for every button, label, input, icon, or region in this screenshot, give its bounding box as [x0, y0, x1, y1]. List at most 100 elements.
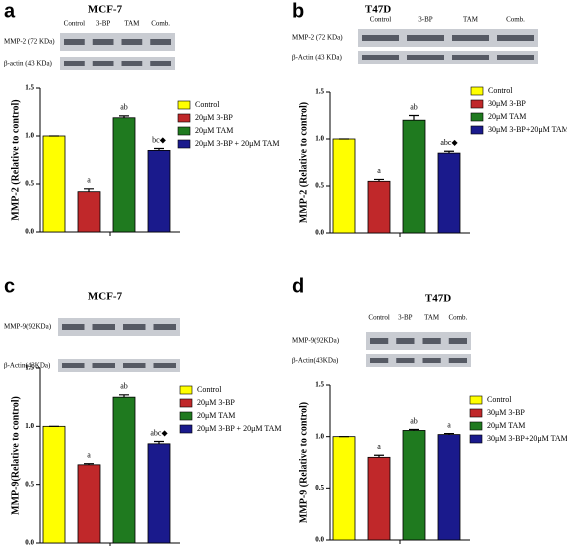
error-bar [154, 440, 164, 444]
panel-letter: a [4, 0, 16, 22]
error-bar [374, 454, 384, 458]
blot-band [370, 338, 389, 344]
panel-letter: b [292, 0, 304, 22]
y-tick-label: 0.0 [25, 539, 34, 546]
legend-swatch [469, 434, 483, 444]
legend-swatch [177, 100, 191, 110]
error-bar [374, 178, 384, 182]
panel-letter: d [292, 275, 304, 297]
lane-label: 3-BP [96, 20, 111, 28]
blot-strip [358, 51, 538, 64]
error-bar [444, 432, 454, 435]
blot-band [92, 39, 114, 45]
y-tick-label: 1.0 [25, 422, 34, 430]
blot-strip [60, 57, 175, 70]
blot-band [121, 61, 143, 66]
y-tick-label: 0.0 [25, 228, 34, 236]
y-tick-label: 0.0 [315, 229, 324, 237]
blot-band [407, 55, 444, 60]
blot-band [123, 324, 146, 330]
bar [147, 443, 171, 544]
blot-band [396, 338, 415, 344]
significance-label: ab [410, 102, 418, 111]
blot-band [153, 363, 176, 368]
blot-band [362, 35, 399, 41]
legend-label: 20μM 3-BP [195, 113, 233, 122]
band-label: MMP-2 (72 KDa) [292, 34, 343, 42]
lane-label: TAM [124, 20, 140, 28]
bar [77, 191, 101, 233]
lane-label: 3-BP [418, 16, 433, 24]
legend-label: 30μM 3-BP+20μM TAM [488, 125, 567, 134]
legend-label: 20μM 3-BP + 20μM TAM [197, 424, 281, 433]
y-axis-label: MMP-9 (Relative to control) [298, 402, 309, 523]
band-label: β-actin (43 KDa) [4, 60, 53, 68]
blot-band [362, 55, 399, 60]
error-bar [444, 150, 454, 154]
blot-band [396, 358, 415, 363]
legend-swatch [177, 113, 191, 123]
blot-band [150, 61, 171, 66]
blot-band [452, 35, 489, 41]
error-bar [409, 114, 419, 121]
band-label: MMP-2 (72 KDa) [4, 38, 55, 46]
y-tick-label: 0.5 [25, 480, 34, 488]
error-bar [84, 188, 94, 192]
legend-label: 20μM TAM [195, 126, 233, 135]
blot-strip [358, 29, 538, 47]
blot-band [422, 358, 441, 363]
legend-swatch [469, 421, 483, 431]
blot-band [153, 324, 176, 330]
legend-label: 20μM 3-BP + 20μM TAM [195, 139, 279, 148]
error-bar [154, 147, 164, 151]
blot-strip [60, 33, 175, 51]
lane-label: TAM [424, 314, 440, 322]
band-label: MMP-9(92KDa) [292, 337, 340, 345]
blot-strip [58, 318, 180, 336]
bar [437, 152, 461, 234]
legend-swatch [470, 86, 484, 96]
significance-label: a [377, 442, 381, 451]
legend-swatch [177, 139, 191, 149]
legend-swatch [469, 395, 483, 405]
lane-label: Control [370, 16, 391, 24]
bar [112, 117, 136, 233]
bar [42, 135, 66, 233]
legend-swatch [469, 408, 483, 418]
panel-title: T47D [365, 4, 391, 16]
bar [112, 396, 136, 544]
blot-band [92, 61, 114, 66]
lane-label: Comb. [151, 20, 170, 28]
blot-band [448, 338, 467, 344]
y-tick-label: 0.0 [315, 536, 324, 544]
significance-label: bc◆ [152, 135, 167, 144]
legend-label: Control [195, 100, 220, 109]
band-label: MMP-9(92KDa) [4, 323, 52, 331]
bar [367, 180, 391, 234]
significance-label: a [447, 420, 451, 429]
lane-label: Control [368, 314, 389, 322]
significance-label: a [377, 166, 381, 175]
legend-swatch [179, 385, 193, 395]
blot-strip [366, 332, 471, 350]
blot-band [123, 363, 146, 368]
panel-letter: c [4, 275, 15, 297]
blot-band [422, 338, 441, 344]
y-tick-label: 0.5 [315, 182, 324, 190]
blot-band [407, 35, 444, 41]
legend-label: Control [487, 395, 512, 404]
y-tick-label: 1.5 [315, 381, 324, 389]
bar [402, 119, 426, 234]
panel: d T47D Control 3-BP TAM Comb. MMP-9(92KDa) β-Ac… [292, 275, 567, 544]
band-label: β-Actin(43KDa) [292, 357, 339, 365]
y-axis-label: MMP-9(Relative to control) [10, 396, 21, 515]
blot-band [64, 39, 85, 45]
blot-strip [366, 354, 471, 367]
legend-swatch [179, 398, 193, 408]
significance-label: a [87, 176, 91, 185]
legend-swatch [470, 125, 484, 135]
y-tick-label: 0.5 [25, 180, 34, 188]
significance-label: abc◆ [150, 428, 168, 437]
